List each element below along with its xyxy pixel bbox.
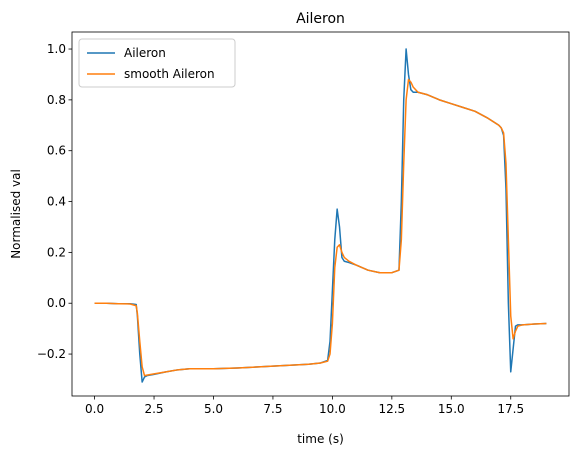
- x-tick-label: 0.0: [85, 402, 104, 416]
- x-tick-label: 5.0: [204, 402, 223, 416]
- x-tick-label: 10.0: [319, 402, 346, 416]
- series-line-1: [94, 78, 547, 377]
- x-tick-label: 17.5: [497, 402, 524, 416]
- chart-title: Aileron: [296, 11, 345, 27]
- y-tick-label: 0.4: [47, 195, 66, 209]
- x-tick-label: 12.5: [378, 402, 405, 416]
- plot-area: [71, 31, 570, 397]
- y-tick-label: 0.6: [47, 144, 66, 158]
- legend-label-1: smooth Aileron: [124, 67, 215, 81]
- axes-frame: [71, 31, 570, 397]
- legend-label-0: Aileron: [124, 46, 166, 60]
- y-axis-label: Normalised val: [9, 169, 23, 259]
- y-axis: −0.2 0.0 0.2 0.4 0.6 0.8 1.0: [37, 42, 72, 361]
- series-line-0: [94, 48, 547, 383]
- x-axis-label: time (s): [297, 432, 344, 446]
- y-tick-label: 0.0: [47, 296, 66, 310]
- x-tick-label: 7.5: [263, 402, 282, 416]
- x-tick-label: 15.0: [438, 402, 465, 416]
- y-tick-label: 1.0: [47, 42, 66, 56]
- x-axis: 0.0 2.5 5.0 7.5 10.0 12.5 15.0 17.5: [85, 396, 524, 416]
- y-tick-label: 0.2: [47, 245, 66, 259]
- y-tick-label: 0.8: [47, 93, 66, 107]
- legend: Aileron smooth Aileron: [78, 38, 236, 88]
- y-tick-label: −0.2: [37, 347, 66, 361]
- legend-box: [78, 38, 236, 88]
- x-tick-label: 2.5: [144, 402, 163, 416]
